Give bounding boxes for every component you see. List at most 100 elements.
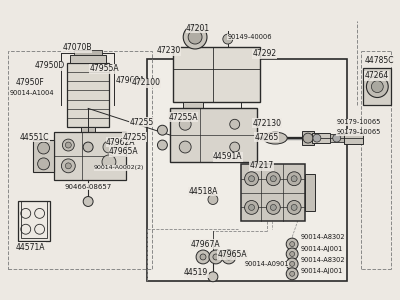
- Text: 47968A: 47968A: [116, 76, 145, 85]
- Text: 472130: 472130: [252, 119, 282, 128]
- Bar: [188, 117, 198, 127]
- Text: 472100: 472100: [132, 78, 160, 87]
- Text: 47217: 47217: [250, 161, 274, 170]
- Circle shape: [196, 250, 210, 264]
- Circle shape: [245, 172, 258, 186]
- Circle shape: [248, 205, 254, 210]
- Bar: [146, 59, 347, 281]
- Text: 44551C: 44551C: [20, 133, 49, 142]
- Circle shape: [179, 141, 191, 153]
- Circle shape: [83, 196, 93, 206]
- Text: 47950D: 47950D: [34, 61, 65, 70]
- Text: 90466-08657: 90466-08657: [64, 184, 112, 190]
- Circle shape: [102, 155, 116, 169]
- Circle shape: [213, 254, 219, 260]
- Circle shape: [38, 142, 50, 154]
- Circle shape: [38, 158, 50, 170]
- Text: 47201: 47201: [186, 24, 210, 33]
- Circle shape: [65, 163, 71, 169]
- Text: 47265: 47265: [254, 133, 279, 142]
- Circle shape: [291, 176, 297, 182]
- Text: 44591A: 44591A: [213, 152, 242, 161]
- Text: 47965A: 47965A: [109, 148, 138, 157]
- Circle shape: [226, 254, 232, 260]
- Circle shape: [366, 76, 388, 98]
- Circle shape: [188, 30, 202, 44]
- Text: 90179-10065: 90179-10065: [337, 119, 381, 125]
- Text: 47255: 47255: [122, 133, 146, 142]
- Text: 44785C: 44785C: [364, 56, 394, 65]
- Bar: [330, 134, 344, 142]
- Circle shape: [270, 205, 276, 210]
- Circle shape: [230, 142, 240, 152]
- Circle shape: [103, 141, 115, 153]
- Circle shape: [290, 242, 295, 247]
- Circle shape: [209, 250, 223, 264]
- Text: 47264: 47264: [364, 71, 389, 80]
- Bar: [344, 132, 364, 144]
- Circle shape: [158, 125, 167, 135]
- Circle shape: [266, 200, 280, 214]
- Text: 47070B: 47070B: [62, 44, 92, 52]
- Text: 90014-A8302: 90014-A8302: [301, 257, 346, 263]
- Text: 44518A: 44518A: [188, 187, 218, 196]
- Circle shape: [83, 142, 93, 152]
- Circle shape: [65, 142, 71, 148]
- Bar: [364, 68, 391, 105]
- Text: 44571A: 44571A: [16, 243, 45, 252]
- Text: 44519: 44519: [184, 268, 208, 277]
- Text: 47255A: 47255A: [168, 113, 198, 122]
- Text: 47230: 47230: [156, 46, 180, 56]
- Circle shape: [286, 268, 298, 280]
- Text: 90014-A0002(2): 90014-A0002(2): [94, 165, 144, 170]
- Circle shape: [183, 25, 207, 49]
- Ellipse shape: [264, 132, 287, 144]
- Text: 90014-A0901: 90014-A0901: [245, 261, 289, 267]
- Circle shape: [270, 176, 276, 182]
- Circle shape: [208, 195, 218, 205]
- Bar: [67, 63, 109, 127]
- Circle shape: [303, 133, 313, 143]
- Circle shape: [245, 200, 258, 214]
- Circle shape: [222, 250, 236, 264]
- Circle shape: [248, 176, 254, 182]
- Text: 90014-A8302: 90014-A8302: [301, 234, 346, 240]
- Circle shape: [223, 34, 233, 44]
- Circle shape: [287, 172, 301, 186]
- Circle shape: [158, 140, 167, 150]
- Bar: [312, 133, 330, 143]
- Circle shape: [371, 81, 383, 93]
- Circle shape: [286, 238, 298, 250]
- Circle shape: [287, 200, 301, 214]
- Circle shape: [290, 251, 295, 256]
- Text: 90014-AJ001: 90014-AJ001: [301, 268, 343, 274]
- Bar: [70, 55, 106, 63]
- Circle shape: [62, 139, 74, 151]
- Bar: [18, 202, 50, 241]
- Bar: [33, 140, 54, 172]
- Text: 90149-40006: 90149-40006: [228, 34, 272, 40]
- Circle shape: [266, 172, 280, 186]
- Circle shape: [291, 205, 297, 210]
- Bar: [170, 108, 258, 162]
- Text: 47965A: 47965A: [218, 250, 248, 260]
- Text: 47955A: 47955A: [89, 64, 119, 73]
- Circle shape: [290, 261, 295, 266]
- Text: 47950F: 47950F: [16, 78, 44, 87]
- Text: 90014-AJ001: 90014-AJ001: [301, 246, 343, 252]
- Circle shape: [179, 118, 191, 130]
- Text: 47962A: 47962A: [106, 138, 136, 147]
- Circle shape: [230, 119, 240, 129]
- Text: 47255: 47255: [129, 118, 154, 127]
- Text: 47967A: 47967A: [190, 240, 220, 249]
- Bar: [305, 174, 315, 212]
- Circle shape: [200, 254, 206, 260]
- Bar: [54, 132, 126, 180]
- Bar: [81, 127, 95, 139]
- Circle shape: [313, 134, 321, 142]
- Text: 90014-A1004: 90014-A1004: [10, 90, 54, 96]
- Circle shape: [286, 258, 298, 270]
- Text: 47292: 47292: [252, 50, 277, 58]
- Circle shape: [208, 272, 218, 282]
- Bar: [183, 103, 203, 117]
